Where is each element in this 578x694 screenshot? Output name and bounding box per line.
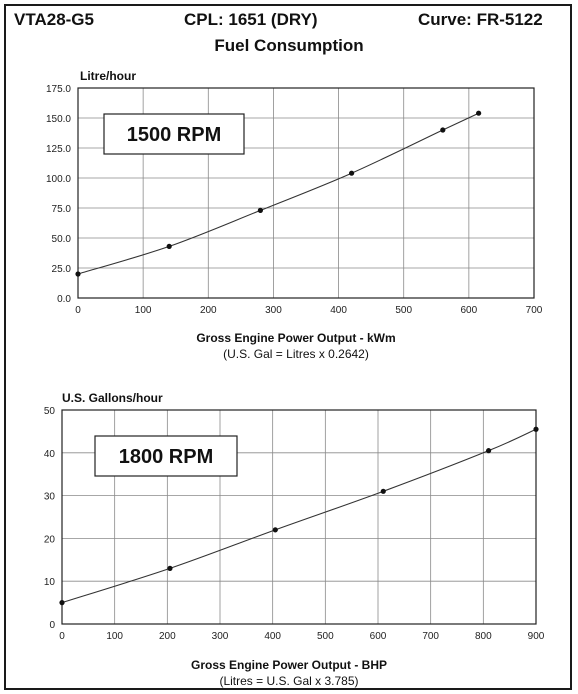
data-point xyxy=(75,271,81,277)
x-tick-label: 800 xyxy=(475,631,492,642)
y-axis-label: Litre/hour xyxy=(80,69,136,83)
y-tick-label: 150.0 xyxy=(46,114,71,125)
data-point xyxy=(486,448,492,454)
x-tick-label: 300 xyxy=(212,631,229,642)
data-point xyxy=(59,600,65,606)
plot-area-border xyxy=(77,87,535,299)
data-point xyxy=(533,426,539,432)
data-point xyxy=(476,110,482,116)
x-tick-label: 200 xyxy=(159,631,176,642)
rpm-badge-label: 1500 RPM xyxy=(127,124,222,146)
x-tick-label: 0 xyxy=(75,305,81,316)
y-tick-label: 40 xyxy=(44,449,56,460)
y-tick-label: 100.0 xyxy=(46,174,71,185)
x-tick-label: 400 xyxy=(264,631,281,642)
x-tick-label: 600 xyxy=(370,631,387,642)
y-tick-label: 25.0 xyxy=(52,264,72,275)
data-point xyxy=(257,207,263,213)
model-label: VTA28-G5 xyxy=(14,10,94,29)
y-tick-label: 0.0 xyxy=(57,294,71,305)
data-point xyxy=(167,565,173,571)
chart-title: Fuel Consumption xyxy=(214,36,364,55)
y-axis-label: U.S. Gallons/hour xyxy=(62,391,163,405)
y-tick-label: 125.0 xyxy=(46,144,71,155)
x-axis-label: Gross Engine Power Output - BHP xyxy=(191,658,387,672)
data-point xyxy=(440,127,446,133)
y-tick-label: 10 xyxy=(44,577,56,588)
chart-gallons-per-hour: 0 100 200 300 400 500 600 700 800 900 0 10 20 30 40 50 U… xyxy=(44,391,545,688)
x-tick-label: 600 xyxy=(461,305,478,316)
unit-conversion-note: (U.S. Gal = Litres x 0.2642) xyxy=(223,347,369,361)
x-tick-label: 700 xyxy=(526,305,543,316)
x-tick-label: 700 xyxy=(422,631,439,642)
x-tick-label: 300 xyxy=(265,305,282,316)
rpm-badge-label: 1800 RPM xyxy=(119,446,214,468)
x-axis-label: Gross Engine Power Output - kWm xyxy=(196,331,395,345)
plot-area-border xyxy=(61,409,537,625)
x-tick-label: 500 xyxy=(317,631,334,642)
y-tick-label: 175.0 xyxy=(46,84,71,95)
x-tick-label: 0 xyxy=(59,631,65,642)
y-tick-label: 50 xyxy=(44,406,56,417)
data-point xyxy=(380,488,386,494)
data-point xyxy=(166,243,172,249)
x-tick-label: 100 xyxy=(106,631,123,642)
y-tick-label: 75.0 xyxy=(52,204,72,215)
chart-litres-per-hour: 0 100 200 300 400 500 600 700 0.0 25.0 50.0 75.0 100… xyxy=(46,69,543,361)
x-tick-label: 200 xyxy=(200,305,217,316)
data-point xyxy=(272,527,278,533)
x-tick-label: 500 xyxy=(395,305,412,316)
x-tick-label: 100 xyxy=(135,305,152,316)
x-tick-label: 900 xyxy=(528,631,545,642)
rpm-badge-box xyxy=(94,435,238,477)
rpm-badge-box xyxy=(103,113,245,155)
cpl-label: CPL: 1651 (DRY) xyxy=(184,10,318,29)
y-tick-label: 20 xyxy=(44,534,56,545)
x-tick-label: 400 xyxy=(330,305,347,316)
sheet-border xyxy=(4,4,572,690)
y-tick-label: 30 xyxy=(44,492,56,503)
y-tick-label: 0 xyxy=(49,620,55,631)
data-point xyxy=(349,170,355,176)
curve-label: Curve: FR-5122 xyxy=(418,10,543,29)
y-tick-label: 50.0 xyxy=(52,234,72,245)
unit-conversion-note: (Litres = U.S. Gal x 3.785) xyxy=(219,674,358,688)
